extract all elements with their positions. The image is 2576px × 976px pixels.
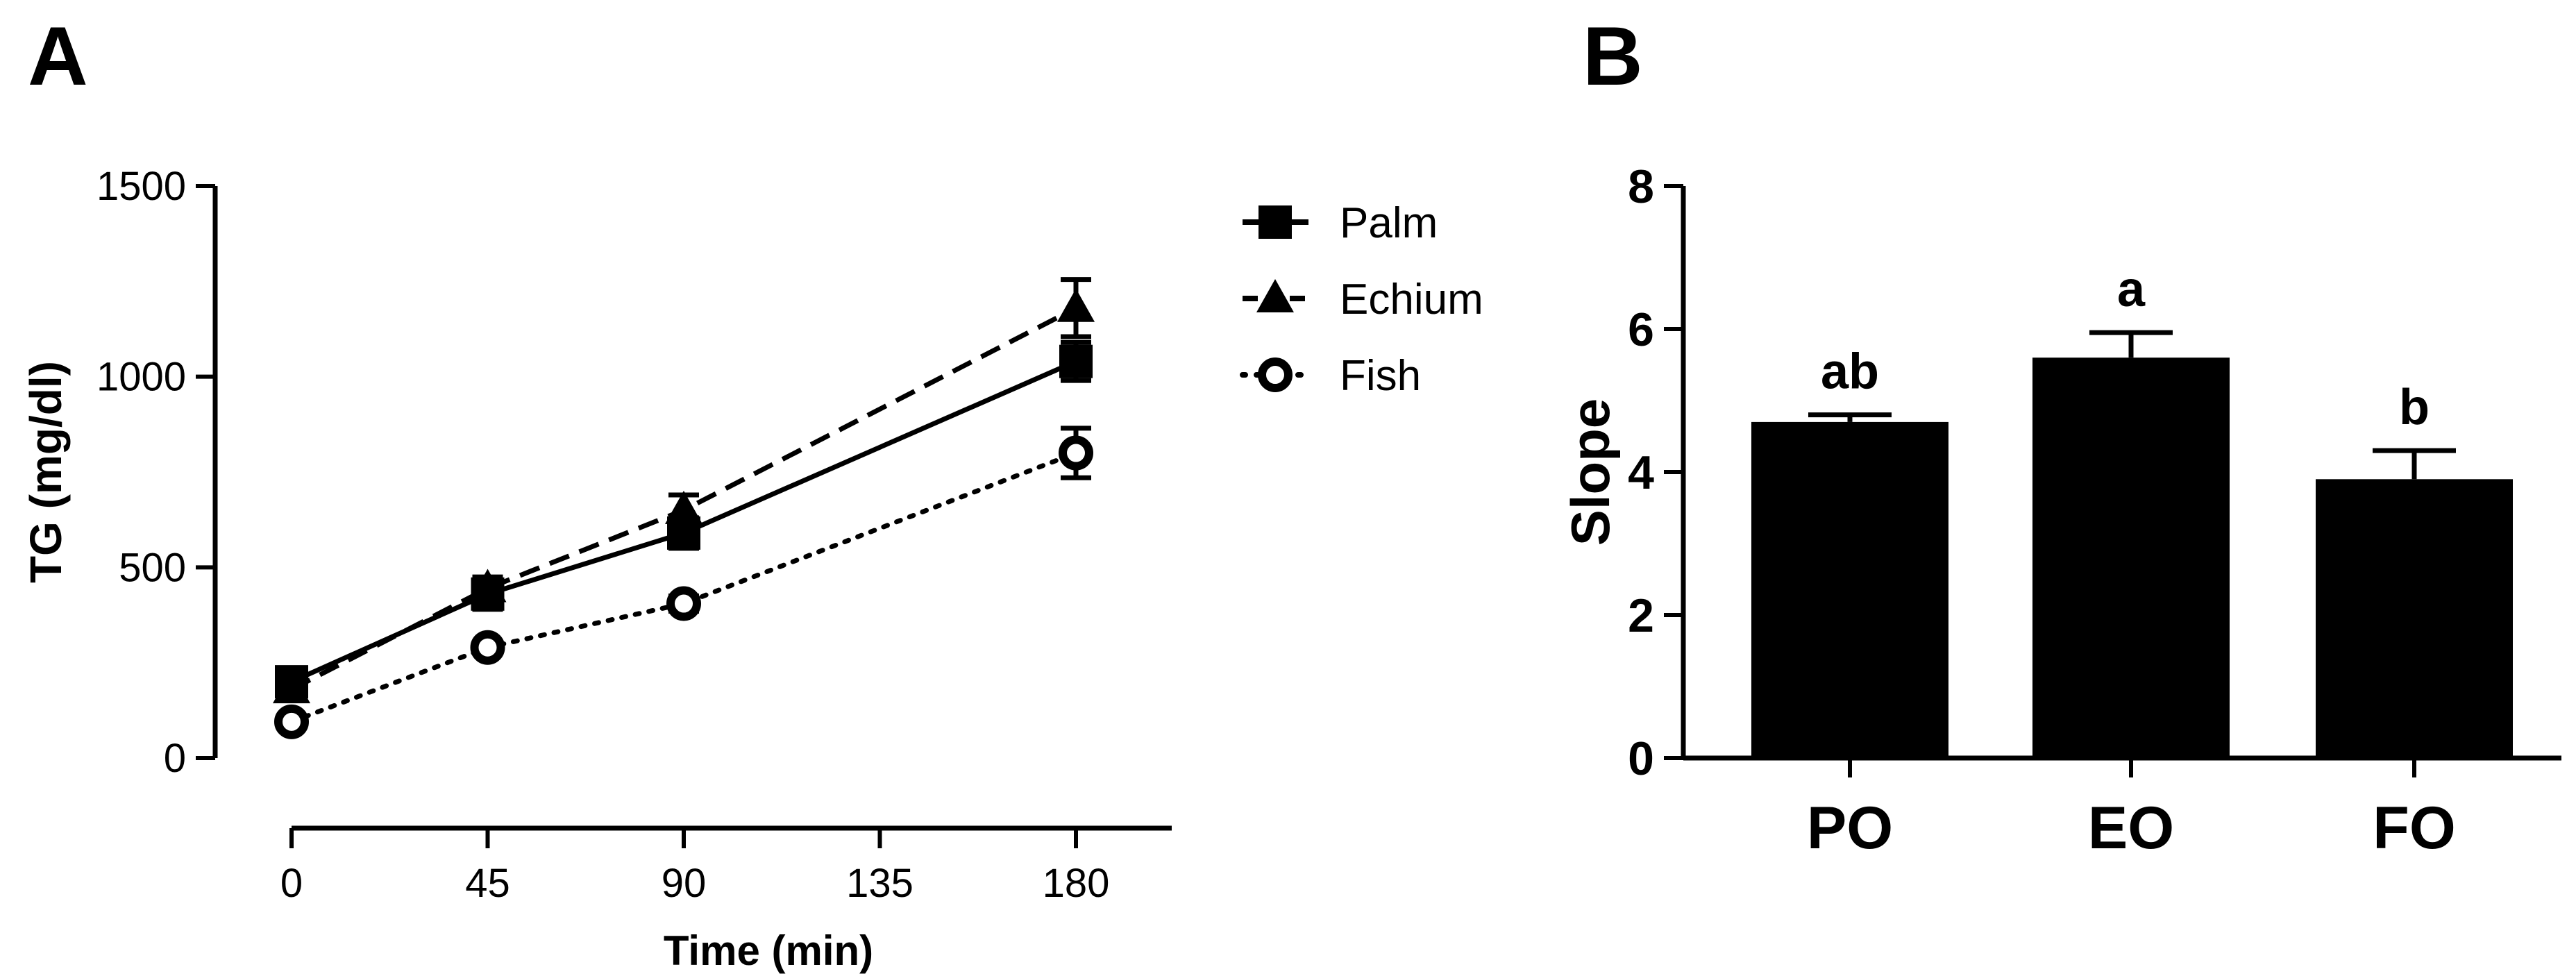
panel-a-point — [470, 630, 505, 665]
panel-a-y-axis-label: TG (mg/dl) — [21, 361, 71, 583]
panel-a-series-fish — [274, 426, 1093, 739]
panel-b-bar-group-fo: FO b — [2316, 380, 2513, 861]
panel-a-point — [471, 577, 505, 611]
panel-a-x-tick-label: 135 — [846, 861, 914, 906]
panel-b-y-tick-label: 8 — [1628, 160, 1654, 213]
panel-b-category-label: FO — [2373, 795, 2455, 861]
panel-b-category-label: PO — [1807, 795, 1893, 861]
panel-b-y-tick-label: 4 — [1628, 446, 1654, 499]
panel-b-y-axis-label: Slope — [1560, 398, 1621, 546]
panel-a-y-tick-label: 1000 — [96, 355, 186, 400]
panel-a-legend-item-echium: Echium — [1243, 276, 1483, 323]
panel-b-label: B — [1583, 10, 1643, 103]
panel-b-category-label: EO — [2088, 795, 2174, 861]
panel-b-y-tick-label: 0 — [1628, 732, 1654, 785]
panel-a-legend-item-palm: Palm — [1243, 199, 1438, 247]
panel-b-y-tick-label: 6 — [1628, 303, 1654, 356]
panel-a-point — [275, 665, 308, 699]
panel-b-bar — [2032, 357, 2230, 758]
panel-a-legend-label: Echium — [1340, 276, 1483, 323]
panel-a-point — [1057, 288, 1095, 322]
panel-a-legend-marker — [1256, 279, 1294, 312]
panel-a-y-tick-label: 1500 — [96, 164, 186, 209]
panel-a-y-tick-label: 500 — [119, 545, 186, 590]
panel-a-series-line — [289, 451, 1079, 725]
panel-a-point — [1059, 344, 1093, 378]
panel-a-point — [274, 704, 309, 739]
panel-a-x-axis-label: Time (min) — [664, 927, 873, 974]
panel-a-label: A — [28, 10, 88, 103]
panel-a-y-ticks: 0 500 1000 1500 — [96, 164, 215, 781]
panel-a-legend-marker — [1258, 357, 1293, 392]
panel-b-bar — [1751, 421, 1948, 758]
panel-a-series-palm — [275, 339, 1093, 699]
panel-b-bars: PO ab EO a FO b — [1751, 262, 2513, 861]
panel-a-series-line — [290, 359, 1077, 684]
panel-b-significance-label: a — [2117, 262, 2146, 317]
panel-a-legend-label: Fish — [1340, 352, 1421, 400]
panel-a-series-echium — [273, 277, 1095, 704]
panel-a-legend: Palm Echium Fish — [1240, 199, 1483, 400]
panel-b-bar-chart: B 0 2 4 6 8 PO ab EO a FO b Slope — [1560, 10, 2561, 861]
panel-a-x-tick-label: 0 — [280, 861, 303, 906]
panel-a-x-ticks: 0 45 90 135 180 — [280, 828, 1110, 906]
panel-a-line-chart: A 0 500 1000 1500 0 45 90 135 180 Time (min) TG… — [21, 10, 1483, 974]
panel-a-y-tick-label: 0 — [164, 736, 186, 781]
panel-a-x-tick-label: 45 — [465, 861, 510, 906]
panel-b-y-ticks: 0 2 4 6 8 — [1628, 160, 1683, 785]
panel-a-x-tick-label: 90 — [662, 861, 707, 906]
panel-a-legend-item-fish: Fish — [1240, 352, 1421, 400]
panel-a-x-tick-label: 180 — [1043, 861, 1110, 906]
panel-a-legend-label: Palm — [1340, 199, 1438, 247]
panel-a-legend-marker — [1258, 205, 1292, 239]
panel-a-point — [667, 516, 700, 550]
panel-a-series — [273, 277, 1095, 739]
panel-b-y-tick-label: 2 — [1628, 589, 1654, 642]
panel-b-bar — [2316, 479, 2513, 758]
panel-a-point — [1059, 435, 1093, 471]
panel-b-bar-group-po: PO ab — [1751, 344, 1948, 861]
panel-b-significance-label: ab — [1821, 344, 1879, 400]
panel-a-point — [666, 586, 701, 621]
panel-b-bar-group-eo: EO a — [2032, 262, 2230, 861]
panel-b-significance-label: b — [2399, 380, 2430, 435]
